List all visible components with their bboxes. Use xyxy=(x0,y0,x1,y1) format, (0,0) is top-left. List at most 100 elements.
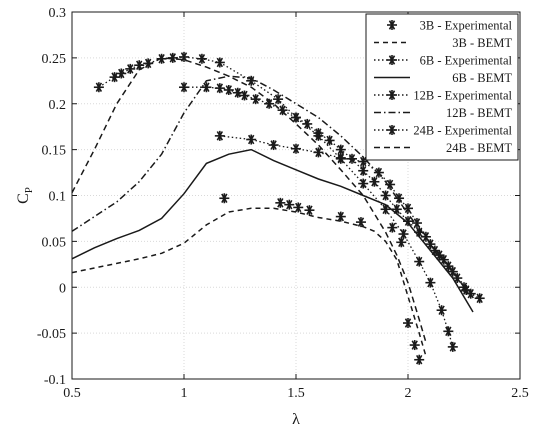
data-point-24b-experimental xyxy=(313,130,324,141)
data-point-24b-experimental xyxy=(156,53,167,64)
data-point-3b-experimental xyxy=(304,205,315,216)
legend-entry: 6B - BEMT xyxy=(374,71,512,85)
axis-ticks: 0.5 1 1.5 2 2.5 -0.1 -0.05 0 0.05 0.1 0.15 0.2 0.25 0… xyxy=(37,6,529,401)
legend-entry: 6B - Experimental xyxy=(374,54,513,68)
x-tick-label: 2.5 xyxy=(511,386,529,401)
data-point-24b-experimental xyxy=(246,75,257,86)
y-axis-label-main: C xyxy=(15,193,32,204)
data-point-24b-experimental xyxy=(358,178,369,189)
data-point-3b-experimental xyxy=(396,237,407,248)
data-point-12b-experimental xyxy=(250,94,261,105)
legend-marker-6b-experimental xyxy=(387,55,397,65)
y-tick-label: 0.05 xyxy=(42,235,67,250)
legend-entry: 3B - Experimental xyxy=(387,19,513,33)
legend-entry: 12B - BEMT xyxy=(374,106,512,120)
data-point-12b-experimental xyxy=(232,87,243,98)
legend-entry: 24B - Experimental xyxy=(374,124,513,138)
x-axis-label: λ xyxy=(292,411,300,428)
legend-marker-24b-experimental xyxy=(387,125,397,135)
data-point-3b-experimental xyxy=(387,222,398,233)
series-3b-experimental xyxy=(219,193,425,365)
x-tick-label: 1.5 xyxy=(287,386,305,401)
legend-label: 24B - Experimental xyxy=(413,124,512,138)
data-point-24b-experimental xyxy=(414,256,425,267)
data-point-6b-experimental xyxy=(246,134,257,145)
legend-label: 12B - BEMT xyxy=(446,106,512,120)
series-line-12b-bemt xyxy=(71,75,470,293)
legend-label: 3B - Experimental xyxy=(420,19,513,33)
series-12b-bemt xyxy=(71,75,470,293)
data-point-6b-experimental xyxy=(394,193,405,204)
data-point-24b-experimental xyxy=(109,72,120,83)
data-point-3b-experimental xyxy=(284,199,295,210)
y-axis-label-subscript: P xyxy=(23,187,35,193)
data-point-24b-experimental xyxy=(443,326,454,337)
data-point-12b-experimental xyxy=(403,216,413,227)
data-point-6b-experimental xyxy=(268,140,279,151)
legend-box xyxy=(365,13,519,161)
data-point-24b-experimental xyxy=(93,82,104,93)
data-point-12b-experimental xyxy=(179,82,189,93)
data-point-6b-experimental xyxy=(474,293,485,304)
data-point-6b-experimental xyxy=(291,143,301,154)
series-line-24b-bemt xyxy=(71,57,427,343)
y-axis-label: CP xyxy=(15,187,35,204)
data-point-12b-experimental xyxy=(201,82,212,93)
data-point-24b-experimental xyxy=(179,51,189,62)
y-tick-label: 0.25 xyxy=(42,52,67,67)
data-point-24b-experimental xyxy=(425,277,436,288)
data-point-3b-experimental xyxy=(355,217,366,228)
series-3b-bemt xyxy=(71,207,427,357)
data-point-12b-experimental xyxy=(347,153,357,164)
data-point-24b-experimental xyxy=(125,63,136,74)
legend-label: 24B - BEMT xyxy=(446,141,512,155)
data-point-24b-experimental xyxy=(116,68,127,79)
data-point-3b-experimental xyxy=(219,193,230,204)
data-point-12b-experimental xyxy=(223,84,234,95)
series-24b-experimental xyxy=(93,51,458,352)
data-point-24b-experimental xyxy=(196,53,207,64)
data-point-24b-experimental xyxy=(447,341,458,352)
data-point-24b-experimental xyxy=(214,57,225,68)
y-tick-label: 0.3 xyxy=(49,6,67,21)
x-tick-label: 1 xyxy=(181,386,188,401)
y-tick-label: 0.2 xyxy=(49,98,67,113)
data-point-6b-experimental xyxy=(373,167,384,178)
legend-marker-12b-experimental xyxy=(387,90,397,100)
data-point-6b-experimental xyxy=(411,218,422,229)
legend: 3B - Experimental 3B - BEMT 6B - Experimen… xyxy=(365,13,519,161)
data-point-12b-experimental xyxy=(380,190,391,201)
data-point-24b-experimental xyxy=(436,305,447,316)
y-tick-label: 0.15 xyxy=(42,144,67,159)
data-point-12b-experimental xyxy=(239,90,250,101)
y-tick-label: -0.1 xyxy=(44,373,66,388)
data-point-3b-experimental xyxy=(293,202,304,213)
y-tick-label: 0 xyxy=(59,281,66,296)
legend-marker-3b-experimental xyxy=(387,20,397,30)
legend-label: 3B - BEMT xyxy=(452,36,512,50)
data-point-24b-experimental xyxy=(291,112,301,123)
y-tick-label: -0.05 xyxy=(37,327,66,342)
legend-label: 12B - Experimental xyxy=(413,89,512,103)
y-tick-label: 0.1 xyxy=(49,190,67,205)
data-point-24b-experimental xyxy=(273,94,284,105)
x-tick-label: 0.5 xyxy=(63,386,81,401)
data-point-24b-experimental xyxy=(380,204,391,215)
data-point-12b-experimental xyxy=(324,135,335,146)
legend-entry: 12B - Experimental xyxy=(374,89,513,103)
data-point-12b-experimental xyxy=(391,204,402,215)
legend-entry: 3B - BEMT xyxy=(374,36,512,50)
data-point-3b-experimental xyxy=(275,197,286,208)
data-point-3b-experimental xyxy=(409,340,420,351)
x-tick-label: 2 xyxy=(405,386,412,401)
data-point-3b-experimental xyxy=(414,354,425,365)
data-point-6b-experimental xyxy=(313,147,324,158)
data-point-24b-experimental xyxy=(143,58,154,69)
data-point-3b-experimental xyxy=(335,211,346,222)
data-point-3b-experimental xyxy=(403,318,413,329)
series-24b-bemt xyxy=(71,57,427,343)
data-point-24b-experimental xyxy=(398,229,409,240)
data-point-12b-experimental xyxy=(369,176,380,187)
data-point-12b-experimental xyxy=(335,144,346,155)
